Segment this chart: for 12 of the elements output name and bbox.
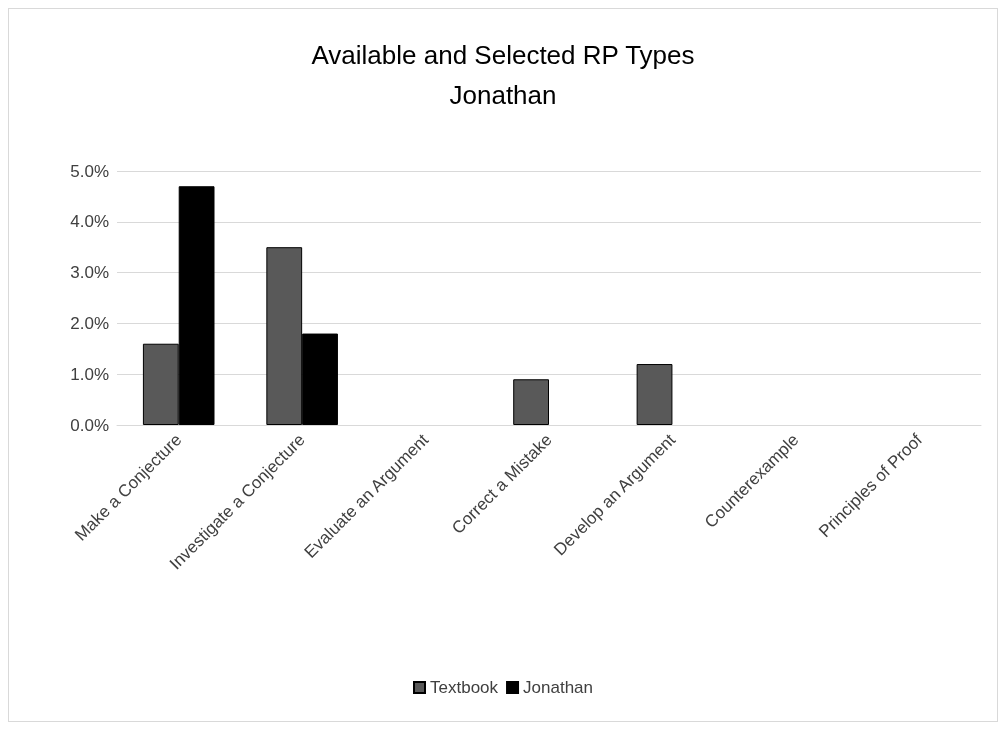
y-tick-label: 3.0% — [70, 263, 109, 283]
legend-label: Jonathan — [523, 678, 593, 697]
chart-subtitle: Jonathan — [449, 80, 557, 110]
y-tick-label: 5.0% — [70, 161, 109, 181]
bar — [513, 379, 549, 425]
legend-label: Textbook — [430, 678, 499, 697]
bar — [636, 364, 673, 425]
y-tick-label: 0.0% — [70, 415, 109, 435]
y-tick-label: 4.0% — [70, 212, 109, 232]
chart-title: Available and Selected RP Types — [311, 40, 695, 70]
y-tick-label: 2.0% — [70, 313, 109, 333]
y-tick-label: 1.0% — [70, 364, 109, 384]
